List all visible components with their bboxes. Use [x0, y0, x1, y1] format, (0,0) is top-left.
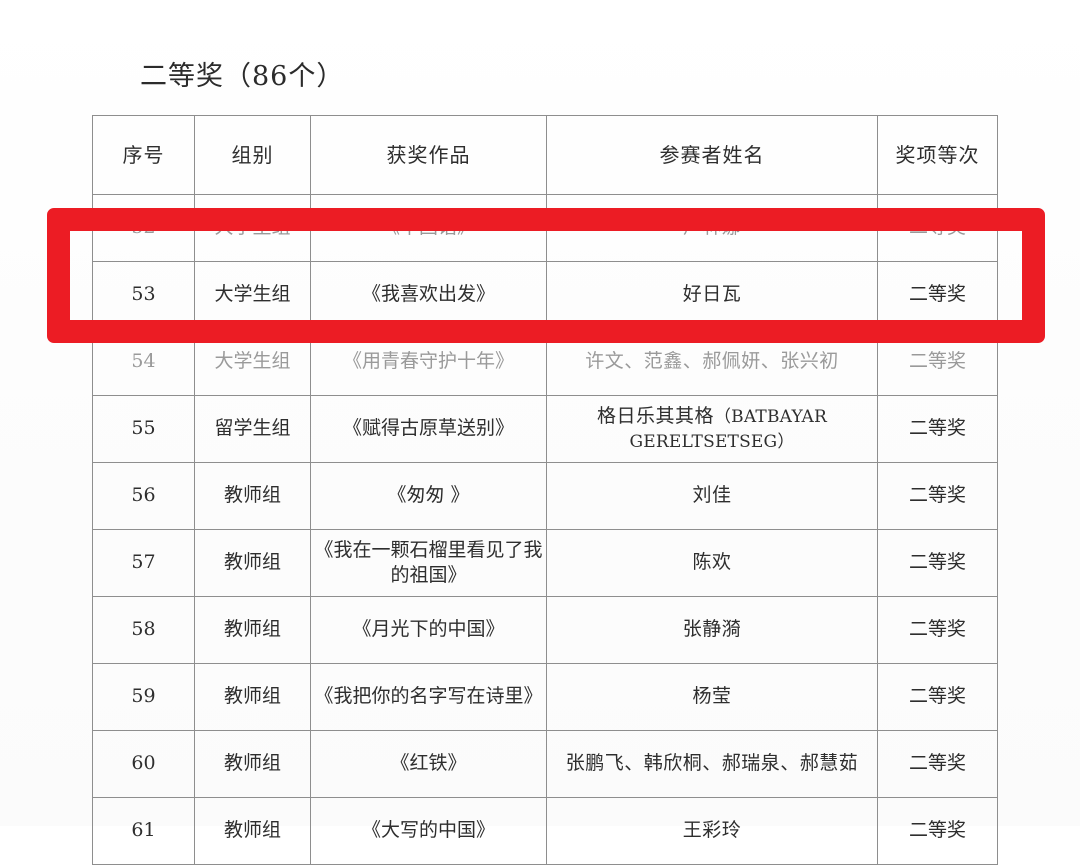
cell-no: 57	[92, 529, 195, 597]
cell-group: 留学生组	[194, 395, 311, 463]
cell-award: 二等奖	[877, 797, 998, 865]
cell-participants: 杨莹	[546, 663, 878, 731]
table-row: 61 教师组 《大写的中国》 王彩玲 二等奖	[92, 797, 998, 865]
cell-work: 《中国话》	[310, 194, 547, 262]
cell-work: 《我喜欢出发》	[310, 261, 547, 329]
cell-group: 教师组	[194, 730, 311, 798]
cell-no: 60	[92, 730, 195, 798]
table-header-row: 序号 组别 获奖作品 参赛者姓名 奖项等次	[92, 115, 998, 195]
award-list-table: 序号 组别 获奖作品 参赛者姓名 奖项等次 52 大学生组 《中国话》 卢林娜 二等奖 5…	[92, 115, 998, 865]
cell-participants: 王彩玲	[546, 797, 878, 865]
cell-award: 二等奖	[877, 529, 998, 597]
table-row: 54 大学生组 《用青春守护十年》 许文、范鑫、郝佩妍、张兴初 二等奖	[92, 328, 998, 396]
column-header-award: 奖项等次	[877, 115, 998, 195]
cell-group: 大学生组	[194, 328, 311, 396]
table-row: 58 教师组 《月光下的中国》 张静漪 二等奖	[92, 596, 998, 664]
cell-no: 61	[92, 797, 195, 865]
column-header-group: 组别	[194, 115, 311, 195]
cell-participants: 格日乐其其格（BATBAYAR GERELTSETSEG）	[546, 395, 878, 463]
cell-no: 55	[92, 395, 195, 463]
cell-work: 《月光下的中国》	[310, 596, 547, 664]
cell-award: 二等奖	[877, 194, 998, 262]
column-header-work: 获奖作品	[310, 115, 547, 195]
cell-no: 52	[92, 194, 195, 262]
table-row: 56 教师组 《匆匆 》刘佳 二等奖	[92, 462, 998, 530]
cell-work: 《我在一颗石榴里看见了我的祖国》	[310, 529, 547, 597]
cell-award: 二等奖	[877, 462, 998, 530]
cell-participants: 许文、范鑫、郝佩妍、张兴初	[546, 328, 878, 396]
table-row: 55 留学生组 《赋得古原草送别》 格日乐其其格（BATBAYAR GERELTSET…	[92, 395, 998, 463]
table-header: 序号 组别 获奖作品 参赛者姓名 奖项等次	[92, 115, 998, 195]
cell-award: 二等奖	[877, 261, 998, 329]
table-row: 52 大学生组 《中国话》 卢林娜 二等奖	[92, 194, 998, 262]
table-row: 57 教师组 《我在一颗石榴里看见了我的祖国》 陈欢 二等奖	[92, 529, 998, 597]
cell-no: 53	[92, 261, 195, 329]
cell-group: 大学生组	[194, 261, 311, 329]
cell-award: 二等奖	[877, 328, 998, 396]
column-header-no: 序号	[92, 115, 195, 195]
cell-work: 《匆匆 》	[310, 462, 547, 530]
cell-award: 二等奖	[877, 596, 998, 664]
cell-participants: 好日瓦	[546, 261, 878, 329]
cell-participants: 张鹏飞、韩欣桐、郝瑞泉、郝慧茹	[546, 730, 878, 798]
table-row: 60 教师组 《红铁》 张鹏飞、韩欣桐、郝瑞泉、郝慧茹 二等奖	[92, 730, 998, 798]
cell-group: 教师组	[194, 596, 311, 664]
table-row: 59 教师组 《我把你的名字写在诗里》 杨莹 二等奖	[92, 663, 998, 731]
cell-work: 《红铁》	[310, 730, 547, 798]
cell-participants: 卢林娜	[546, 194, 878, 262]
cell-award: 二等奖	[877, 395, 998, 463]
cell-work: 《赋得古原草送别》	[310, 395, 547, 463]
cell-group: 教师组	[194, 462, 311, 530]
cell-group: 教师组	[194, 529, 311, 597]
cell-no: 59	[92, 663, 195, 731]
cell-award: 二等奖	[877, 663, 998, 731]
column-header-participants: 参赛者姓名	[546, 115, 878, 195]
cell-group: 大学生组	[194, 194, 311, 262]
cell-work: 《大写的中国》	[310, 797, 547, 865]
cell-group: 教师组	[194, 663, 311, 731]
cell-no: 54	[92, 328, 195, 396]
cell-no: 56	[92, 462, 195, 530]
cell-work: 《我把你的名字写在诗里》	[310, 663, 547, 731]
page-title: 二等奖（86个）	[140, 61, 345, 92]
cell-no: 58	[92, 596, 195, 664]
table-row: 53 大学生组 《我喜欢出发》 好日瓦 二等奖	[92, 261, 998, 329]
cell-work: 《用青春守护十年》	[310, 328, 547, 396]
cell-award: 二等奖	[877, 730, 998, 798]
cell-group: 教师组	[194, 797, 311, 865]
cell-participants: 刘佳	[546, 462, 878, 530]
cell-participants: 张静漪	[546, 596, 878, 664]
table-body: 52 大学生组 《中国话》 卢林娜 二等奖 53 大学生组 《我喜欢出发》 好日瓦 二等奖 54 大学…	[92, 194, 998, 865]
cell-participants: 陈欢	[546, 529, 878, 597]
